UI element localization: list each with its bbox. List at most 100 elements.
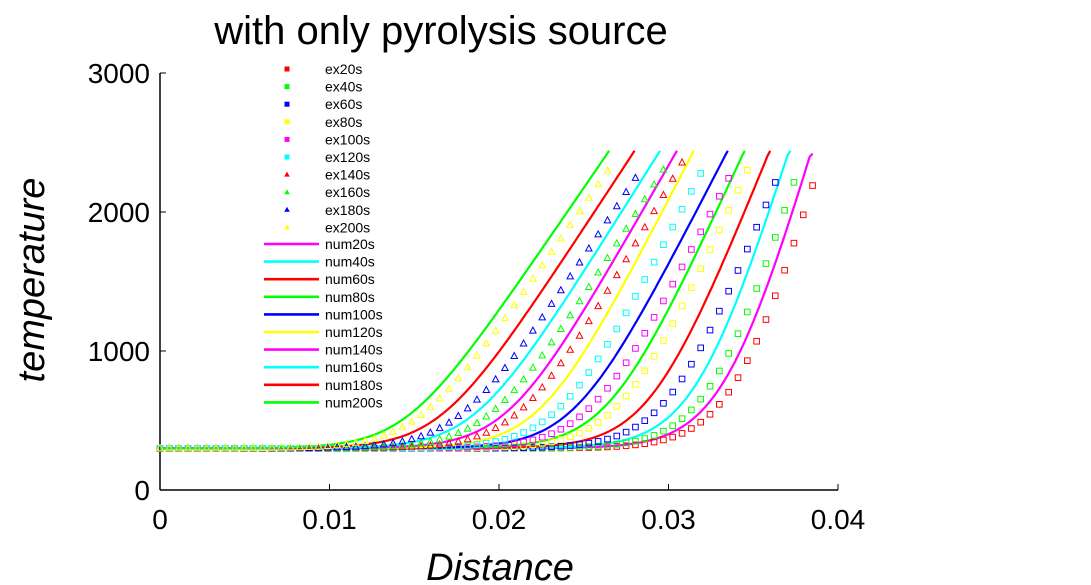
- point-ex180s: [500, 363, 509, 372]
- point-ex120s: [538, 418, 546, 426]
- point-ex60s: [762, 201, 770, 209]
- point-ex180s: [454, 411, 463, 420]
- axes: [159, 72, 839, 491]
- line-num140s: [160, 150, 678, 450]
- point-ex160s: [603, 253, 612, 262]
- point-ex200s: [491, 326, 500, 334]
- point-ex200s: [165, 443, 174, 452]
- legend-label-num20s: num20s: [325, 236, 375, 252]
- x-axis-title: Distance: [426, 547, 574, 585]
- point-ex100s: [688, 246, 695, 253]
- legend-marker-ex180s: [284, 206, 290, 212]
- point-ex200s: [463, 362, 472, 371]
- point-ex160s: [659, 165, 668, 173]
- point-ex20s: [650, 438, 658, 446]
- point-ex180s: [594, 229, 603, 238]
- point-ex120s: [566, 393, 574, 400]
- point-ex120s: [641, 276, 649, 283]
- y-tick-label: 2000: [88, 197, 150, 228]
- point-ex60s: [538, 443, 546, 451]
- point-ex120s: [520, 429, 527, 436]
- point-ex20s: [697, 418, 705, 426]
- legend-marker-ex80s: [284, 119, 290, 125]
- point-ex120s: [594, 355, 602, 363]
- legend-label-num140s: num140s: [325, 342, 383, 358]
- point-ex160s: [500, 395, 509, 404]
- point-ex20s: [688, 425, 695, 432]
- point-ex180s: [566, 271, 575, 280]
- point-ex160s: [650, 179, 659, 188]
- point-ex200s: [221, 443, 230, 452]
- point-ex120s: [632, 293, 639, 300]
- point-ex80s: [594, 419, 602, 426]
- point-ex40s: [622, 439, 630, 447]
- point-ex60s: [744, 245, 751, 253]
- legend-label-ex140s: ex140s: [325, 167, 370, 183]
- point-ex200s: [286, 443, 295, 451]
- point-ex160s: [547, 337, 556, 346]
- point-ex200s: [472, 351, 481, 359]
- point-ex40s: [697, 395, 705, 403]
- point-ex20s: [734, 374, 742, 381]
- point-ex140s: [584, 316, 593, 325]
- point-ex180s: [491, 374, 500, 383]
- point-ex60s: [641, 417, 649, 424]
- point-ex60s: [566, 442, 574, 449]
- point-ex60s: [557, 442, 565, 450]
- legend-label-num80s: num80s: [325, 289, 375, 305]
- point-ex120s: [604, 341, 611, 348]
- point-ex140s: [668, 174, 677, 182]
- point-ex60s: [753, 223, 760, 231]
- point-ex140s: [678, 157, 687, 166]
- point-ex80s: [641, 367, 649, 375]
- point-ex140s: [594, 301, 603, 310]
- point-ex180s: [472, 395, 481, 403]
- point-ex40s: [725, 350, 732, 357]
- point-ex200s: [547, 247, 556, 255]
- point-ex60s: [725, 287, 732, 295]
- point-ex160s: [566, 310, 575, 319]
- point-ex200s: [510, 300, 519, 309]
- point-ex160s: [426, 437, 435, 445]
- point-ex20s: [678, 430, 686, 437]
- legend-marker-ex200s: [284, 224, 290, 230]
- point-ex60s: [771, 179, 779, 186]
- point-ex140s: [612, 270, 621, 279]
- line-num160s: [160, 150, 661, 450]
- point-ex20s: [809, 182, 816, 189]
- point-ex20s: [762, 316, 770, 323]
- point-ex40s: [790, 179, 798, 186]
- point-ex200s: [416, 410, 426, 418]
- point-ex200s: [426, 402, 435, 411]
- point-ex160s: [622, 224, 631, 232]
- point-ex200s: [314, 442, 323, 450]
- y-axis-title: temperature: [11, 178, 53, 383]
- point-ex80s: [548, 438, 555, 446]
- point-ex140s: [407, 442, 416, 450]
- point-ex60s: [660, 400, 667, 407]
- point-ex60s: [632, 423, 639, 431]
- point-ex120s: [548, 411, 555, 419]
- point-ex180s: [361, 441, 370, 450]
- point-ex60s: [716, 307, 723, 315]
- point-ex200s: [538, 260, 547, 269]
- point-ex40s: [762, 260, 770, 267]
- point-ex200s: [342, 439, 351, 448]
- point-ex140s: [538, 382, 547, 391]
- point-ex160s: [631, 209, 640, 217]
- point-ex60s: [622, 428, 630, 436]
- point-ex140s: [454, 436, 463, 445]
- point-ex100s: [725, 174, 732, 182]
- point-ex120s: [678, 205, 686, 213]
- legend-label-ex80s: ex80s: [325, 114, 362, 130]
- point-ex80s: [744, 166, 751, 174]
- point-ex140s: [631, 238, 640, 247]
- line-num200s: [160, 150, 611, 450]
- point-ex40s: [678, 415, 686, 422]
- point-ex20s: [781, 266, 788, 274]
- point-ex60s: [706, 326, 714, 334]
- point-ex120s: [697, 170, 705, 177]
- point-ex180s: [351, 442, 360, 450]
- point-ex80s: [566, 433, 574, 441]
- point-ex200s: [556, 233, 565, 242]
